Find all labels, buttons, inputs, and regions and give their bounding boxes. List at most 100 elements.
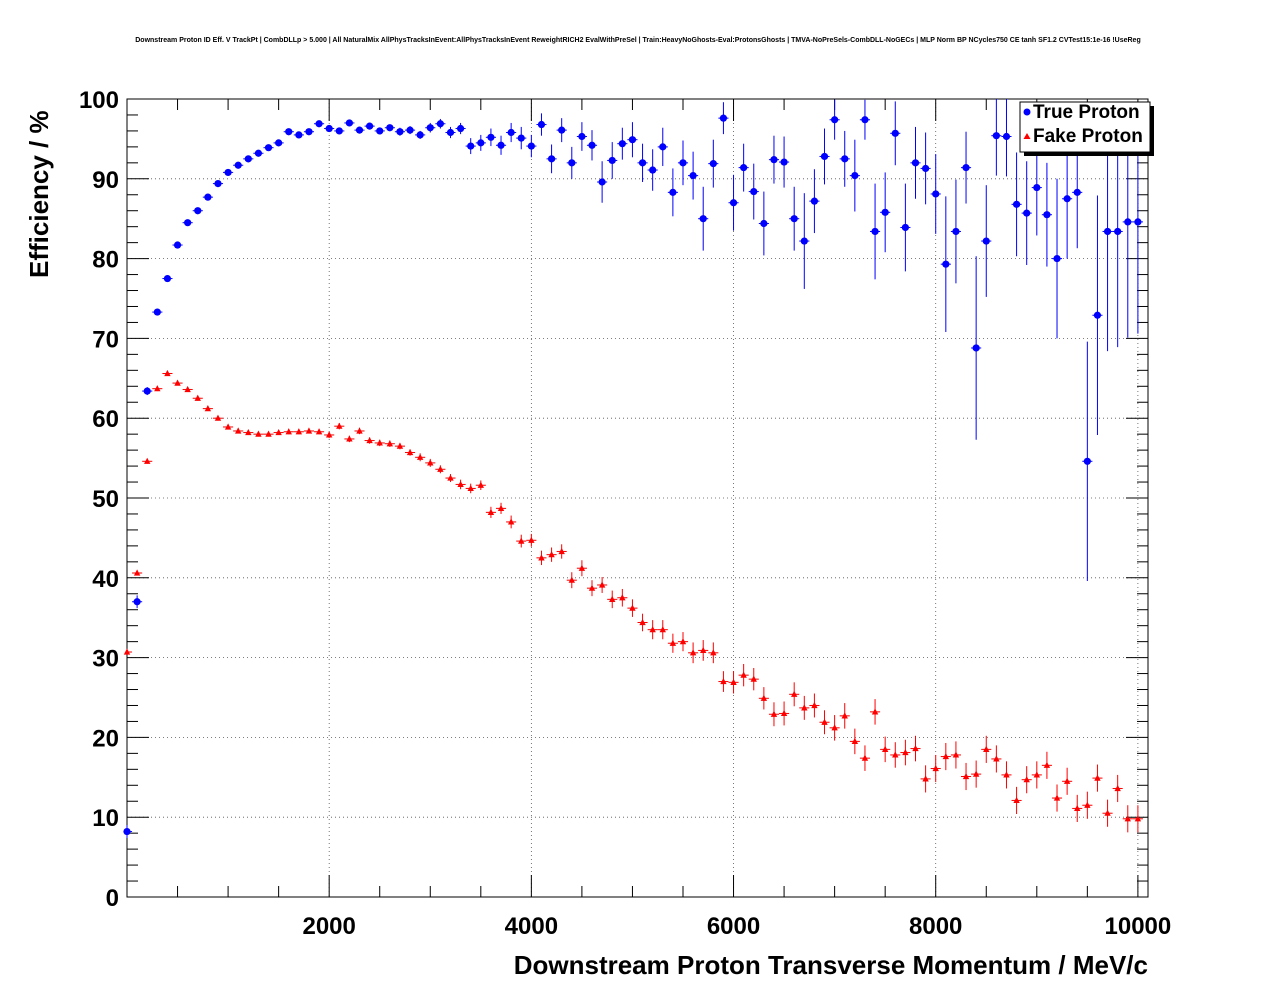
- fake-proton-marker: [447, 474, 454, 481]
- true-proton-marker: [901, 223, 909, 232]
- true-proton-marker: [1083, 457, 1091, 465]
- true-proton-point: [991, 99, 1002, 176]
- true-proton-point: [132, 595, 143, 609]
- fake-proton-point: [940, 742, 951, 771]
- true-proton-marker: [790, 215, 798, 223]
- true-proton-marker: [305, 128, 313, 136]
- true-proton-marker: [517, 134, 525, 142]
- true-proton-point: [597, 161, 608, 203]
- chart-title: Downstream Proton ID Eff. V TrackPt | Co…: [135, 37, 1140, 44]
- fake-proton-point: [677, 632, 689, 652]
- fake-proton-point: [991, 745, 1002, 773]
- true-proton-point: [576, 122, 587, 151]
- true-proton-marker: [962, 164, 970, 172]
- x-tick-label: 6000: [707, 913, 760, 940]
- fake-proton-marker: [922, 775, 929, 782]
- y-tick-label: 90: [92, 167, 119, 194]
- fake-proton-point: [303, 427, 315, 434]
- true-proton-point: [374, 127, 385, 135]
- true-proton-marker: [244, 155, 252, 163]
- fake-proton-marker: [386, 440, 394, 447]
- fake-proton-marker: [1033, 771, 1041, 778]
- fake-proton-marker: [881, 745, 889, 752]
- fake-proton-point: [1011, 786, 1022, 815]
- fake-proton-marker: [376, 439, 383, 446]
- true-proton-marker: [841, 155, 849, 163]
- fake-proton-point: [253, 430, 264, 437]
- fake-proton-point: [1132, 805, 1143, 833]
- true-proton-marker: [628, 136, 637, 144]
- fake-proton-marker: [780, 709, 788, 717]
- fake-proton-marker: [457, 480, 464, 488]
- true-proton-point: [1021, 161, 1032, 265]
- true-proton-marker: [143, 387, 151, 395]
- fake-proton-marker: [679, 638, 687, 645]
- fake-proton-marker: [1134, 815, 1142, 822]
- fake-proton-point: [192, 394, 203, 401]
- fake-proton-marker: [1003, 771, 1010, 778]
- true-proton-point: [202, 193, 213, 201]
- true-proton-marker: [568, 159, 576, 167]
- true-proton-point: [870, 183, 881, 280]
- fake-proton-marker: [558, 547, 565, 555]
- data-points: [123, 99, 1143, 838]
- fake-proton-point: [1031, 761, 1042, 789]
- fake-proton-point: [789, 682, 800, 707]
- fake-proton-point: [123, 648, 133, 655]
- fake-proton-marker: [437, 465, 444, 472]
- true-proton-point: [627, 122, 638, 158]
- true-proton-marker: [123, 827, 131, 836]
- fake-proton-point: [829, 715, 840, 741]
- fake-proton-marker: [942, 752, 950, 760]
- fake-proton-point: [667, 633, 678, 653]
- true-proton-marker: [204, 193, 212, 201]
- true-proton-marker: [1053, 255, 1061, 263]
- true-proton-point: [890, 101, 901, 166]
- fake-proton-marker: [1114, 784, 1121, 792]
- true-proton-point: [920, 132, 931, 205]
- true-proton-point: [324, 124, 335, 133]
- x-tick-label: 2000: [302, 913, 355, 940]
- true-proton-point: [657, 127, 668, 167]
- fake-proton-marker: [538, 554, 545, 561]
- true-proton-point: [667, 168, 678, 217]
- true-proton-marker: [376, 127, 384, 135]
- fake-proton-point: [1092, 764, 1103, 792]
- fake-proton-point: [779, 701, 790, 726]
- fake-proton-point: [485, 506, 496, 518]
- true-proton-marker: [992, 132, 1000, 140]
- fake-proton-point: [374, 439, 385, 447]
- true-proton-marker: [810, 197, 819, 205]
- fake-proton-point: [212, 414, 224, 421]
- fake-proton-marker: [700, 646, 707, 654]
- true-proton-marker: [527, 142, 535, 150]
- true-proton-point: [162, 274, 173, 283]
- true-proton-marker: [547, 155, 556, 163]
- fake-proton-point: [597, 577, 608, 593]
- fake-proton-marker: [366, 436, 373, 444]
- fake-proton-marker: [790, 690, 798, 697]
- fake-proton-point: [920, 765, 931, 793]
- fake-proton-marker: [1043, 761, 1051, 768]
- fake-proton-marker: [649, 626, 656, 633]
- fake-proton-point: [698, 640, 709, 661]
- fake-proton-marker: [174, 379, 181, 386]
- fake-proton-point: [334, 422, 345, 430]
- true-proton-point: [172, 241, 183, 249]
- fake-proton-point: [1102, 799, 1113, 827]
- true-proton-point: [394, 127, 405, 136]
- fake-proton-point: [495, 502, 507, 514]
- fake-proton-marker: [1063, 777, 1071, 784]
- true-proton-marker: [355, 126, 364, 134]
- true-proton-point: [698, 186, 709, 251]
- fake-proton-marker: [133, 569, 141, 576]
- fake-proton-point: [516, 534, 527, 548]
- fake-proton-marker: [427, 459, 434, 466]
- fake-proton-point: [981, 735, 992, 763]
- fake-proton-marker: [669, 639, 677, 646]
- fake-proton-point: [455, 479, 466, 490]
- true-proton-marker: [780, 158, 788, 166]
- fake-proton-point: [647, 620, 658, 640]
- fake-proton-marker: [1013, 796, 1020, 804]
